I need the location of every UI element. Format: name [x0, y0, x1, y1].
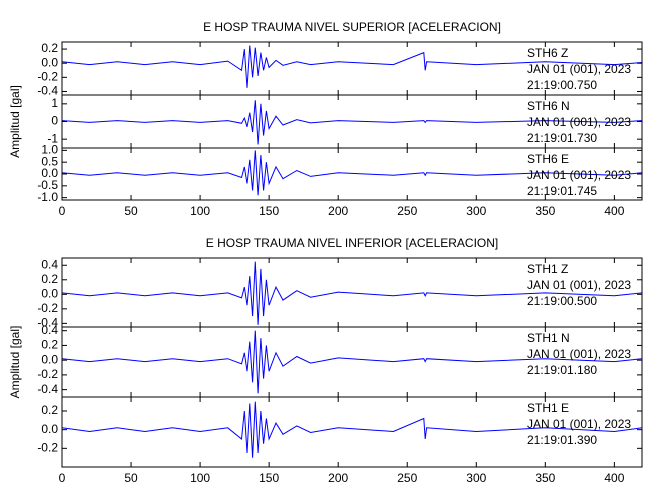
- y-axis-label: Amplitud [gal]: [8, 85, 22, 158]
- y-tick-label: -0.2: [37, 301, 58, 315]
- trace-annotation: 21:19:00.500: [527, 294, 597, 308]
- trace-annotation: STH6 E: [527, 152, 569, 166]
- trace-annotation: STH1 N: [527, 331, 570, 345]
- y-axis-label: Amplitud [gal]: [8, 326, 22, 399]
- x-tick-label: 200: [328, 471, 348, 485]
- y-tick-label: 0.5: [41, 154, 58, 168]
- trace-annotation: STH6 Z: [527, 46, 568, 60]
- y-tick-label: 0: [51, 114, 58, 128]
- y-tick-label: 0.0: [41, 166, 58, 180]
- waveform: [61, 330, 643, 394]
- chart-title: E HOSP TRAUMA NIVEL SUPERIOR [ACELERACIO…: [203, 20, 501, 34]
- y-tick-label: 0.0: [41, 55, 58, 69]
- x-tick-label: 100: [190, 204, 210, 218]
- waveform: [61, 100, 643, 145]
- trace-annotation: 21:19:01.745: [527, 184, 597, 198]
- y-tick-label: 1.0: [41, 143, 58, 157]
- x-tick-label: 150: [259, 471, 279, 485]
- y-tick-label: -0.4: [37, 84, 58, 98]
- y-tick-label: -0.4: [37, 316, 58, 330]
- trace-annotation: 21:19:01.730: [527, 131, 597, 145]
- trace-annotation: STH6 N: [527, 99, 570, 113]
- x-tick-label: 300: [466, 471, 486, 485]
- y-tick-label: 0.0: [41, 422, 58, 436]
- y-tick-label: -1.0: [37, 190, 58, 204]
- x-tick-label: 350: [535, 471, 555, 485]
- x-tick-label: 400: [604, 204, 624, 218]
- x-tick-label: 250: [397, 204, 417, 218]
- x-tick-label: 100: [190, 471, 210, 485]
- y-tick-label: -1: [47, 131, 58, 145]
- panel-frame: [61, 396, 643, 468]
- waveform: [61, 45, 643, 88]
- y-tick-label: 0.2: [41, 338, 58, 352]
- trace-annotation: 21:19:01.180: [527, 363, 597, 377]
- x-tick-label: 250: [397, 471, 417, 485]
- trace-annotation: JAN 01 (001), 2023: [527, 278, 631, 292]
- trace-annotation: JAN 01 (001), 2023: [527, 62, 631, 76]
- y-tick-label: 0.2: [41, 272, 58, 286]
- y-tick-label: 0.2: [41, 41, 58, 55]
- waveform: [61, 401, 643, 458]
- x-tick-label: 350: [535, 204, 555, 218]
- trace-annotation: STH1 E: [527, 401, 569, 415]
- trace-annotation: JAN 01 (001), 2023: [527, 417, 631, 431]
- y-tick-label: 0.4: [41, 323, 58, 337]
- trace-annotation: STH1 Z: [527, 262, 568, 276]
- y-tick-label: -0.5: [37, 178, 58, 192]
- y-tick-label: 0.4: [41, 257, 58, 271]
- trace-annotation: JAN 01 (001), 2023: [527, 168, 631, 182]
- trace-annotation: 21:19:01.390: [527, 433, 597, 447]
- y-tick-label: -0.2: [37, 441, 58, 455]
- x-tick-label: 300: [466, 204, 486, 218]
- trace-annotation: 21:19:00.750: [527, 78, 597, 92]
- y-tick-label: -0.2: [37, 367, 58, 381]
- x-tick-label: 50: [124, 204, 138, 218]
- y-tick-label: -0.4: [37, 382, 58, 396]
- y-tick-label: 1: [51, 96, 58, 110]
- trace-annotation: JAN 01 (001), 2023: [527, 115, 631, 129]
- x-tick-label: 50: [124, 471, 138, 485]
- waveform: [61, 261, 643, 325]
- y-tick-label: -0.2: [37, 70, 58, 84]
- x-tick-label: 200: [328, 204, 348, 218]
- chart-title: E HOSP TRAUMA NIVEL INFERIOR [ACELERACIO…: [206, 236, 499, 250]
- x-tick-label: 0: [59, 471, 66, 485]
- waveform: [61, 150, 643, 196]
- y-tick-label: 0.0: [41, 286, 58, 300]
- y-tick-label: 0.2: [41, 403, 58, 417]
- trace-annotation: JAN 01 (001), 2023: [527, 347, 631, 361]
- x-tick-label: 400: [604, 471, 624, 485]
- x-tick-label: 0: [59, 204, 66, 218]
- x-tick-label: 150: [259, 204, 279, 218]
- y-tick-label: 0.0: [41, 352, 58, 366]
